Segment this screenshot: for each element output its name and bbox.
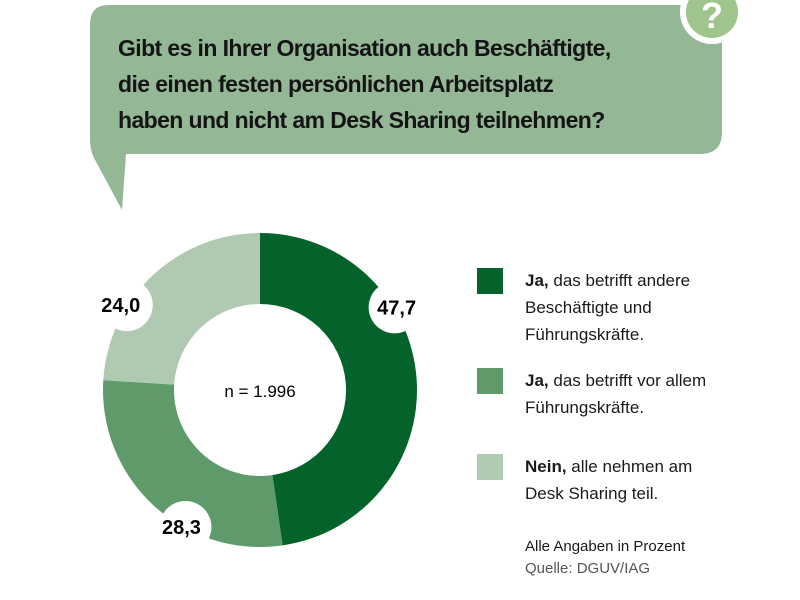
- legend-text: Desk Sharing teil.: [525, 484, 659, 503]
- value-label-background: [159, 501, 212, 554]
- donut-slice: [103, 380, 283, 548]
- value-label: 24,0: [101, 295, 140, 317]
- sample-size-label: n = 1.996: [224, 382, 295, 401]
- legend-swatch: [477, 454, 503, 480]
- donut-slice: [103, 233, 260, 385]
- unit-note: Alle Angaben in Prozent: [525, 538, 686, 555]
- question-line: haben und nicht am Desk Sharing teilnehm…: [118, 107, 605, 133]
- svg-text:?: ?: [701, 0, 723, 36]
- legend-text: Beschäftigte und: [525, 298, 652, 317]
- legend-text: alle nehmen am: [571, 457, 693, 476]
- legend-swatch: [477, 268, 503, 294]
- legend-swatch: [477, 368, 503, 394]
- legend-bold: Ja,: [525, 371, 549, 390]
- legend-text: Führungskräfte.: [525, 398, 645, 417]
- legend-text: das betrifft andere: [553, 271, 691, 290]
- value-label-background: [368, 281, 421, 334]
- legend-bold: Ja,: [525, 271, 549, 290]
- source-note: Quelle: DGUV/IAG: [525, 560, 651, 577]
- legend-text: das betrifft vor allem: [553, 371, 707, 390]
- question-line: Gibt es in Ihrer Organisation auch Besch…: [118, 35, 611, 61]
- value-label: 28,3: [162, 517, 201, 539]
- legend-item: Ja, das betrifft andere Beschäftigte und…: [477, 267, 690, 348]
- question-title: Gibt es in Ihrer Organisation auch Besch…: [118, 30, 611, 138]
- value-label: 47,7: [377, 297, 416, 319]
- legend-text: Führungskräfte.: [525, 325, 645, 344]
- question-line: die einen festen persönlichen Arbeitspla…: [118, 71, 554, 97]
- legend-item: Nein, alle nehmen am Desk Sharing teil.: [477, 453, 692, 507]
- legend-item: Ja, das betrifft vor allem Führungskräft…: [477, 367, 706, 421]
- legend-bold: Nein,: [525, 457, 567, 476]
- value-label-background: [100, 279, 153, 332]
- question-mark-icon: ?: [680, 0, 744, 44]
